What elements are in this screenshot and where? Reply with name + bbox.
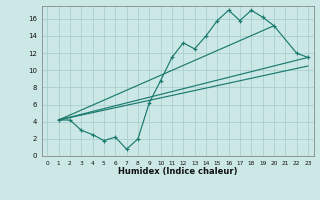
X-axis label: Humidex (Indice chaleur): Humidex (Indice chaleur) <box>118 167 237 176</box>
